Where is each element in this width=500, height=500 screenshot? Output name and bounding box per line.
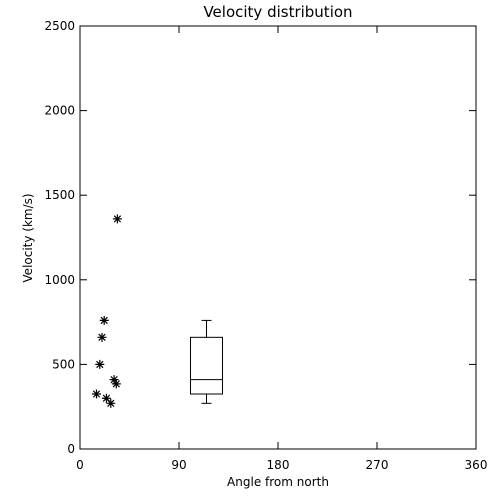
- data-point-4: [109, 375, 119, 385]
- y-tick-label-0: 0: [67, 442, 75, 456]
- y-tick-label-5: 2500: [44, 19, 75, 33]
- scatter-points: [92, 214, 122, 408]
- x-axis-title: Angle from north: [227, 475, 329, 489]
- box-iqr: [190, 336, 223, 395]
- data-point-8: [106, 398, 116, 408]
- data-point-2: [97, 332, 107, 342]
- data-point-0: [112, 214, 122, 224]
- x-tick-label-2: 180: [267, 458, 290, 472]
- data-point-3: [95, 359, 105, 369]
- x-tick-label-0: 0: [76, 458, 84, 472]
- data-point-7: [101, 393, 111, 403]
- axis-ticks: 0 90 180 270 360 0 500 1000 1500 2000 2500: [44, 19, 487, 472]
- data-point-1: [99, 315, 109, 325]
- x-tick-label-3: 270: [366, 458, 389, 472]
- y-tick-label-3: 1500: [44, 188, 75, 202]
- chart-title: Velocity distribution: [203, 3, 352, 21]
- x-tick-label-1: 90: [171, 458, 186, 472]
- plot-frame: [79, 25, 477, 450]
- data-point-6: [92, 389, 101, 399]
- x-tick-label-4: 360: [465, 458, 488, 472]
- y-tick-label-2: 1000: [44, 273, 75, 287]
- y-axis-title: Velocity (km/s): [21, 193, 35, 282]
- y-tick-label-1: 500: [52, 357, 75, 371]
- y-tick-label-4: 2000: [44, 104, 75, 118]
- boxplot: [190, 319, 223, 404]
- data-point-5: [111, 379, 121, 389]
